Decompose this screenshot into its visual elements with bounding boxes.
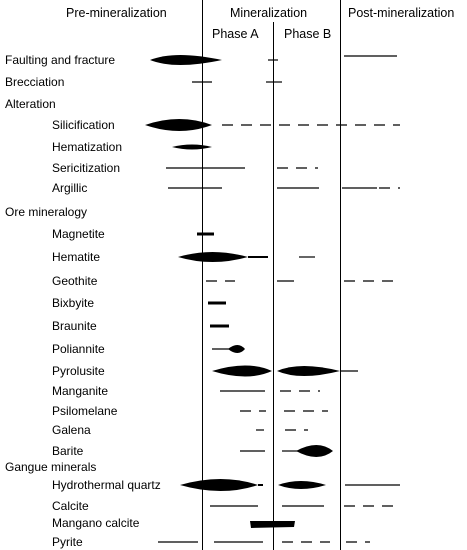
row-label-mangano-calcite: Mangano calcite xyxy=(52,516,140,530)
row-label-braunite: Braunite xyxy=(52,319,97,333)
faulting-spindle xyxy=(150,55,222,65)
braunite-bar xyxy=(210,324,229,328)
mangano-calcite-bar xyxy=(250,521,295,528)
poliannite-spindle xyxy=(228,345,245,353)
row-label-silicification: Silicification xyxy=(52,118,115,132)
row-label-gangue-minerals: Gangue minerals xyxy=(5,460,97,474)
row-label-hematite: Hematite xyxy=(52,250,101,264)
header-phase-b: Phase B xyxy=(284,27,332,41)
silicification-spindle xyxy=(145,119,212,131)
quartz-spindle-b xyxy=(278,481,326,489)
row-label-galena: Galena xyxy=(52,423,91,437)
row-label-ore-mineralogy: Ore mineralogy xyxy=(5,205,88,219)
row-label-magnetite: Magnetite xyxy=(52,227,105,241)
row-label-poliannite: Poliannite xyxy=(52,342,105,356)
row-label-hematization: Hematization xyxy=(52,140,123,154)
divider-phase-a-b xyxy=(273,22,274,550)
row-label-pyrite: Pyrite xyxy=(52,535,83,549)
row-label-hydrothermal-quartz: Hydrothermal quartz xyxy=(52,478,161,492)
row-label-argillic: Argillic xyxy=(52,181,88,195)
row-label-barite: Barite xyxy=(52,444,84,458)
hematite-spindle xyxy=(178,252,248,262)
row-label-faulting-and-fracture: Faulting and fracture xyxy=(5,53,116,67)
bixbyite-bar xyxy=(208,301,226,305)
header-phase-a: Phase A xyxy=(212,27,259,41)
barite-spindle xyxy=(296,445,333,457)
row-label-sericitization: Sericitization xyxy=(52,161,121,175)
quartz-spindle-a xyxy=(180,479,258,491)
divider-min-post xyxy=(340,0,341,550)
header-mineralization: Mineralization xyxy=(230,6,308,20)
row-label-manganite: Manganite xyxy=(52,384,109,398)
row-label-calcite: Calcite xyxy=(52,499,89,513)
row-label-brecciation: Brecciation xyxy=(5,75,65,89)
pyrolusite-spindle-b xyxy=(277,366,340,376)
row-label-pyrolusite: Pyrolusite xyxy=(52,364,105,378)
divider-pre-min xyxy=(202,0,203,550)
row-label-alteration: Alteration xyxy=(5,97,56,111)
row-label-psilomelane: Psilomelane xyxy=(52,404,118,418)
header-post-mineralization: Post-mineralization xyxy=(348,6,455,20)
hematization-spindle xyxy=(172,144,212,150)
row-label-geothite: Geothite xyxy=(52,274,98,288)
pyrolusite-spindle-a xyxy=(212,365,272,377)
magnetite-bar xyxy=(197,232,214,236)
header-pre-mineralization: Pre-mineralization xyxy=(66,6,167,20)
row-label-bixbyite: Bixbyite xyxy=(52,296,95,310)
